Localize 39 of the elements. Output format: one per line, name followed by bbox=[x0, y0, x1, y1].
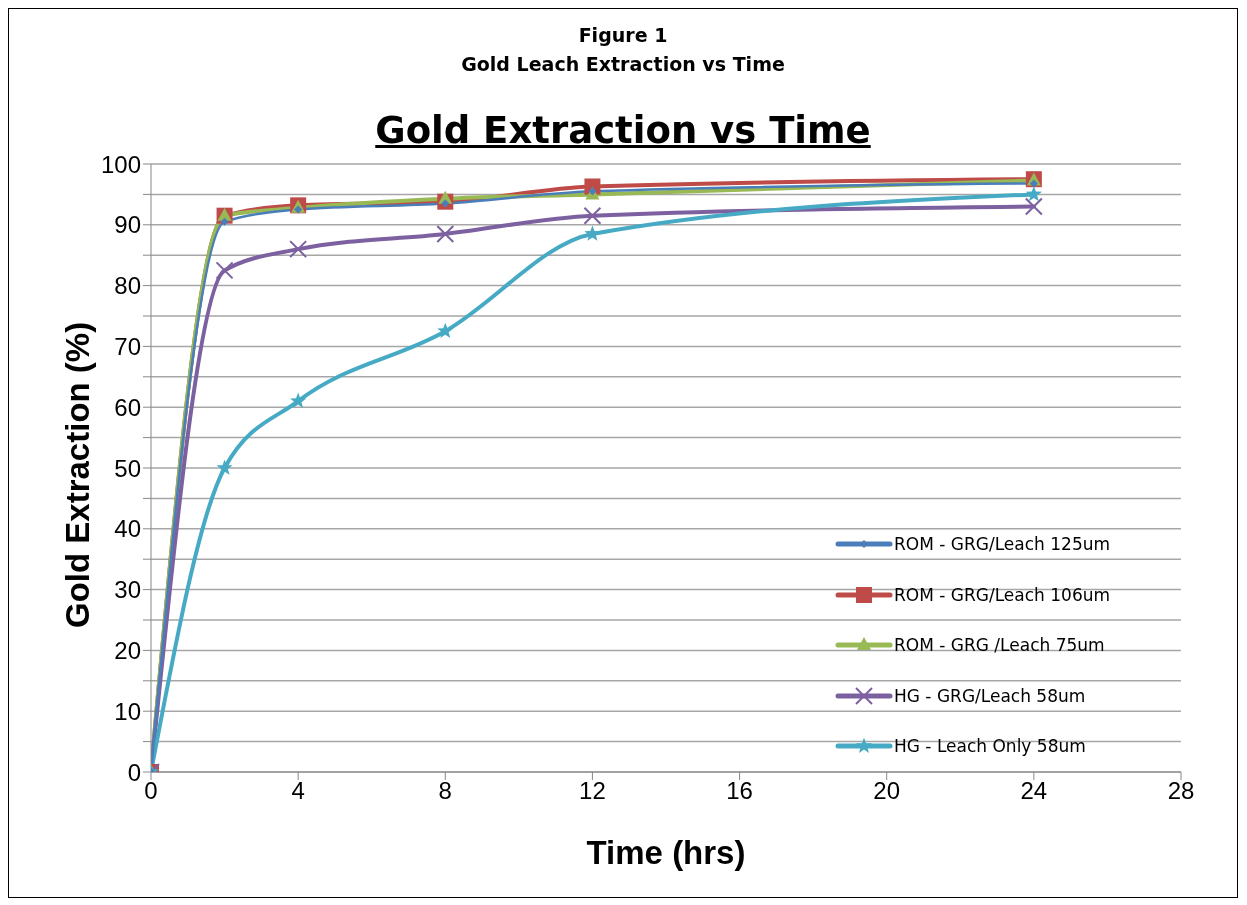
x-axis-title: Time (hrs) bbox=[586, 834, 746, 871]
x-tick-label: 20 bbox=[873, 777, 901, 805]
x-tick-label: 24 bbox=[1020, 777, 1048, 805]
point bbox=[215, 261, 234, 280]
y-tick-label: 50 bbox=[114, 454, 141, 482]
point bbox=[1025, 185, 1042, 202]
caption: Figure 1 bbox=[577, 23, 669, 48]
point bbox=[216, 459, 233, 475]
y-tick-label: 100 bbox=[100, 150, 141, 178]
x-tick-label: 0 bbox=[144, 777, 158, 805]
point bbox=[289, 240, 308, 259]
x-tick-label: 4 bbox=[291, 777, 305, 805]
y-axis-title: Gold Extraction (%) bbox=[58, 321, 96, 628]
legend-label: ROM - GRG/Leach 125um bbox=[894, 534, 1111, 555]
point bbox=[290, 392, 307, 408]
legend-label: HG - GRG/Leach 58um bbox=[894, 685, 1086, 706]
y-tick-label: 10 bbox=[114, 697, 141, 725]
legend-label: ROM - GRG/Leach 106um bbox=[894, 584, 1111, 605]
point bbox=[220, 217, 229, 226]
point bbox=[436, 224, 455, 243]
x-tick-label: 28 bbox=[1167, 777, 1195, 805]
x-tick-label: 8 bbox=[438, 777, 452, 805]
y-tick-label: 60 bbox=[114, 393, 141, 421]
text: Gold Leach Extraction vs Time bbox=[460, 52, 786, 77]
y-tick-label: 20 bbox=[114, 636, 141, 664]
legend-label: ROM - GRG /Leach 75um bbox=[894, 635, 1105, 656]
point bbox=[583, 206, 602, 225]
y-tick-label: 90 bbox=[114, 211, 141, 239]
y-tick-label: 80 bbox=[114, 272, 141, 300]
x-tick-label: 16 bbox=[726, 777, 753, 805]
y-tick-label: 30 bbox=[114, 576, 141, 604]
legend-label: HG - Leach Only 58um bbox=[894, 736, 1086, 757]
chart-title: Gold Extraction vs Time bbox=[374, 109, 872, 152]
y-tick-label: 40 bbox=[114, 515, 141, 543]
point bbox=[437, 322, 454, 339]
point bbox=[1024, 197, 1043, 216]
y-tick-label: 0 bbox=[127, 758, 141, 786]
y-tick-label: 70 bbox=[114, 332, 141, 360]
x-tick-label: 12 bbox=[579, 777, 606, 805]
